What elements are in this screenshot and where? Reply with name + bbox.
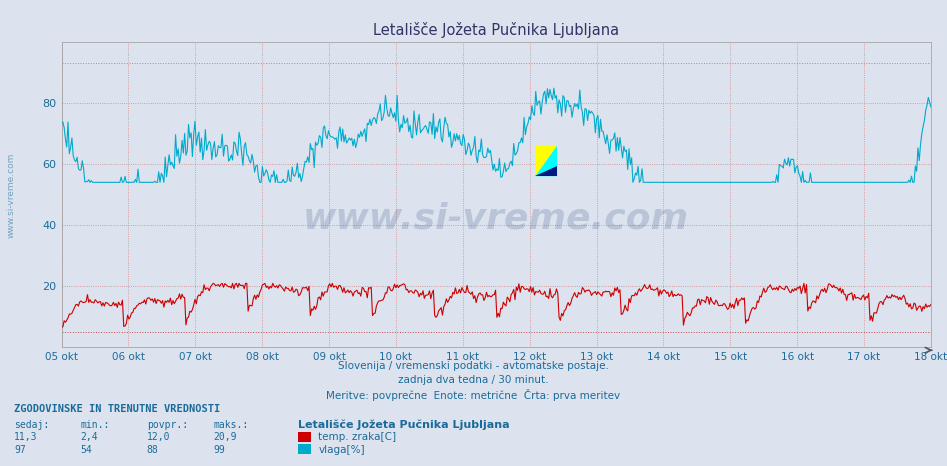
Text: Slovenija / vremenski podatki - avtomatske postaje.: Slovenija / vremenski podatki - avtomats… — [338, 361, 609, 371]
Text: povpr.:: povpr.: — [147, 420, 188, 430]
Title: Letališče Jožeta Pučnika Ljubljana: Letališče Jožeta Pučnika Ljubljana — [373, 22, 619, 38]
Text: vlaga[%]: vlaga[%] — [318, 445, 365, 455]
Text: 99: 99 — [213, 445, 224, 455]
Text: 97: 97 — [14, 445, 26, 455]
Text: temp. zraka[C]: temp. zraka[C] — [318, 432, 396, 442]
Polygon shape — [535, 146, 557, 176]
Text: www.si-vreme.com: www.si-vreme.com — [303, 202, 689, 236]
Text: 88: 88 — [147, 445, 158, 455]
Polygon shape — [535, 165, 557, 176]
Text: 20,9: 20,9 — [213, 432, 237, 442]
Text: 12,0: 12,0 — [147, 432, 170, 442]
Text: maks.:: maks.: — [213, 420, 248, 430]
Text: Meritve: povprečne  Enote: metrične  Črta: prva meritev: Meritve: povprečne Enote: metrične Črta:… — [327, 389, 620, 401]
Text: ZGODOVINSKE IN TRENUTNE VREDNOSTI: ZGODOVINSKE IN TRENUTNE VREDNOSTI — [14, 404, 221, 414]
Polygon shape — [535, 146, 557, 176]
Text: 11,3: 11,3 — [14, 432, 38, 442]
Text: 54: 54 — [80, 445, 92, 455]
Text: min.:: min.: — [80, 420, 110, 430]
Text: 2,4: 2,4 — [80, 432, 98, 442]
Text: Letališče Jožeta Pučnika Ljubljana: Letališče Jožeta Pučnika Ljubljana — [298, 419, 509, 430]
Text: zadnja dva tedna / 30 minut.: zadnja dva tedna / 30 minut. — [399, 375, 548, 385]
Text: sedaj:: sedaj: — [14, 420, 49, 430]
Text: www.si-vreme.com: www.si-vreme.com — [7, 153, 16, 239]
